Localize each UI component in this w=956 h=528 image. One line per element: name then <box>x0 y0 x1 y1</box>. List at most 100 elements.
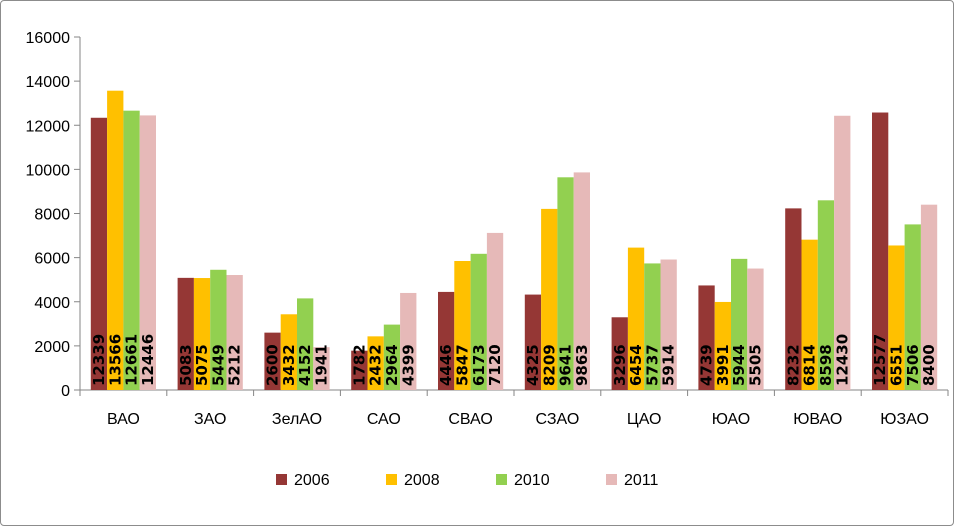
legend-swatch <box>386 474 397 485</box>
data-label: 6814 <box>801 344 819 386</box>
y-tick-label: 6000 <box>34 251 70 268</box>
data-label: 9641 <box>557 344 575 386</box>
bar <box>486 232 504 390</box>
data-label: 5737 <box>643 344 661 386</box>
bar <box>904 224 921 390</box>
bar <box>280 314 297 390</box>
legend-label: 2010 <box>514 472 550 489</box>
data-label: 12339 <box>90 334 108 386</box>
bar <box>698 285 715 390</box>
data-label: 12446 <box>139 334 157 386</box>
data-label: 5505 <box>746 344 764 386</box>
bar <box>834 115 851 390</box>
data-label: 4446 <box>437 344 455 386</box>
bar <box>872 112 889 391</box>
data-label: 8209 <box>540 344 558 386</box>
data-label: 13566 <box>106 334 124 386</box>
bar <box>383 324 401 390</box>
bar <box>573 172 590 390</box>
bar <box>627 247 645 390</box>
bar <box>400 292 417 390</box>
bar <box>660 259 677 390</box>
data-label: 8400 <box>920 344 938 386</box>
data-label: 7120 <box>486 344 504 386</box>
legend-label: 2006 <box>294 472 330 489</box>
bar <box>557 177 574 390</box>
y-tick-label: 14000 <box>26 74 71 91</box>
data-label: 12661 <box>123 334 141 386</box>
data-label: 12577 <box>871 334 889 386</box>
bar <box>297 298 314 390</box>
x-tick-label: ЮАО <box>712 411 750 428</box>
y-tick-label: 8000 <box>34 207 70 224</box>
data-label: 3432 <box>280 344 298 386</box>
data-label: 6551 <box>887 344 905 386</box>
bar <box>888 245 905 390</box>
data-label: 6454 <box>627 344 645 386</box>
data-label: 5914 <box>660 344 678 386</box>
data-label: 8598 <box>817 344 835 386</box>
data-label: 2600 <box>264 344 282 386</box>
bar <box>90 117 108 390</box>
x-tick-label: ЦАО <box>627 411 662 428</box>
y-tick-label: 16000 <box>26 30 71 47</box>
bar <box>193 278 211 390</box>
bar <box>611 317 628 390</box>
bar <box>139 115 156 390</box>
data-label: 5083 <box>177 344 195 386</box>
bar <box>210 269 227 390</box>
data-label: 4399 <box>399 344 417 386</box>
bar <box>438 291 455 390</box>
y-tick-label: 12000 <box>26 118 71 135</box>
data-label: 2964 <box>383 344 401 386</box>
x-tick-label: ЗелАО <box>272 411 322 428</box>
data-label: 5847 <box>453 344 471 386</box>
x-tick-label: ЮЗАО <box>880 411 929 428</box>
data-label: 7506 <box>904 344 922 386</box>
x-tick-label: САО <box>367 411 401 428</box>
legend-label: 2008 <box>404 472 440 489</box>
bar <box>524 294 542 390</box>
data-label: 4739 <box>698 344 716 386</box>
x-tick-label: ЗАО <box>194 411 226 428</box>
data-label: 5075 <box>193 344 211 386</box>
bar <box>123 110 140 390</box>
x-tick-label: СВАО <box>448 411 492 428</box>
y-tick-label: 2000 <box>34 339 70 356</box>
bar <box>313 347 330 390</box>
bar <box>107 90 124 390</box>
bar <box>817 200 835 390</box>
data-label: 1782 <box>350 344 368 386</box>
bar <box>731 258 748 390</box>
data-label: 5449 <box>209 344 227 386</box>
data-label: 3991 <box>714 344 732 386</box>
legend: 2006 2008 2010 2011 <box>276 472 659 489</box>
data-label: 6173 <box>470 344 488 386</box>
bar <box>920 204 938 390</box>
y-tick-label: 10000 <box>26 162 71 179</box>
data-label: 8232 <box>784 344 802 386</box>
data-label: 12430 <box>833 334 851 386</box>
bar <box>801 239 818 390</box>
legend-swatch <box>606 474 617 485</box>
bar <box>454 261 471 390</box>
data-label: 4325 <box>524 344 542 386</box>
bar <box>470 253 487 390</box>
data-label: 1941 <box>312 344 330 386</box>
data-label: 4152 <box>296 344 314 386</box>
legend-label: 2011 <box>624 472 659 489</box>
data-label: 5212 <box>226 344 244 386</box>
data-label: 5944 <box>730 344 748 386</box>
bars <box>90 90 938 391</box>
bar <box>367 336 384 390</box>
bar <box>541 208 558 390</box>
legend-swatch <box>496 474 507 485</box>
y-tick-label: 4000 <box>34 295 70 312</box>
data-label: 3296 <box>611 344 629 386</box>
bar <box>264 332 281 390</box>
bar <box>226 275 243 390</box>
bar <box>644 263 661 390</box>
data-label: 9863 <box>573 344 591 386</box>
